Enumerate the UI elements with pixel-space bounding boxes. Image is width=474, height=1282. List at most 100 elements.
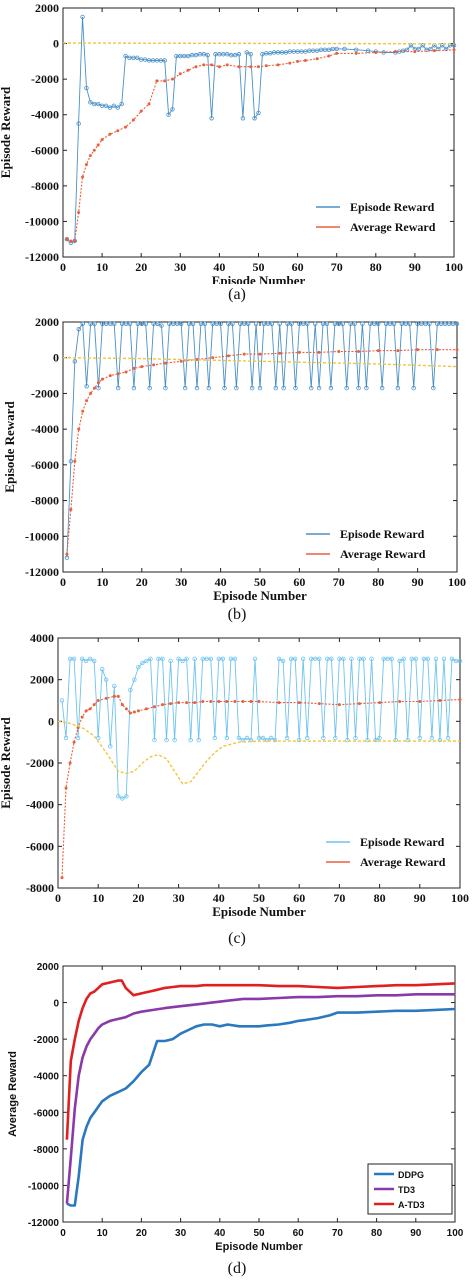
chart-panel-a: 0 10 20 30 40 50 60 70 80 90 100 -12000 -10000 -8000 -… — [0, 0, 474, 310]
y-tick-label: -8000 — [33, 1145, 59, 1156]
episode-reward-point — [108, 744, 113, 749]
x-tick-label: 90 — [409, 260, 421, 274]
episode-reward-point — [196, 737, 201, 743]
average-reward-point — [186, 68, 190, 72]
episode-reward-point — [59, 698, 65, 703]
episode-reward-point — [417, 735, 422, 741]
average-reward-point — [315, 57, 319, 61]
average-reward-point — [108, 374, 112, 378]
x-tick-label: 20 — [135, 260, 147, 274]
average-reward-point — [335, 51, 339, 55]
average-reward-point — [374, 50, 378, 54]
y-tick-label: 2000 — [35, 1, 59, 15]
episode-reward-point — [277, 321, 282, 326]
episode-reward-point — [260, 735, 266, 741]
y-tick-label: 2000 — [37, 962, 60, 973]
episode-reward-point — [155, 321, 160, 326]
episode-reward-point — [208, 656, 213, 662]
episode-reward-point — [281, 385, 286, 391]
x-tick-label: 70 — [333, 575, 345, 589]
caption-b: (b) — [227, 606, 247, 623]
episode-reward-point — [437, 737, 443, 743]
average-reward-point — [81, 175, 85, 179]
average-reward-point — [69, 239, 73, 243]
chart-d: 0 10 20 30 40 50 60 70 80 90 100 -12000 -10000 -8000 -… — [7, 962, 464, 1253]
average-reward-point — [435, 348, 439, 352]
average-reward-point — [297, 350, 301, 354]
episode-reward-point — [445, 735, 451, 741]
average-reward-point — [242, 352, 246, 356]
average-reward-point — [88, 707, 92, 711]
episode-reward-point — [64, 237, 70, 242]
x-tick-label: 70 — [331, 260, 343, 274]
average-reward-point — [393, 50, 397, 54]
episode-reward-point — [381, 50, 386, 55]
episode-reward-point — [276, 656, 282, 662]
episode-reward-point — [292, 656, 298, 662]
episode-reward-point — [313, 656, 318, 662]
episode-reward-point — [268, 735, 274, 741]
average-reward-point — [398, 700, 402, 704]
x-tick-label: 50 — [253, 1228, 265, 1239]
episode-reward-point — [329, 656, 334, 662]
average-reward-point — [163, 361, 167, 365]
episode-reward-point — [119, 101, 124, 107]
episode-reward-point — [180, 658, 185, 664]
episode-reward-point — [427, 321, 432, 326]
episode-reward-point — [421, 656, 427, 662]
episode-reward-point — [131, 385, 137, 391]
x-tick-label: 90 — [412, 575, 424, 589]
episode-reward-point — [112, 321, 117, 326]
episode-reward-point — [206, 385, 211, 391]
x-tick-label: 90 — [410, 1228, 422, 1239]
y-axis-label: Episode Reward — [0, 717, 13, 809]
episode-reward-point — [393, 737, 398, 743]
episode-reward-point — [413, 656, 418, 662]
reference-line — [62, 357, 458, 368]
episode-reward-point — [84, 384, 89, 389]
episode-reward-point — [236, 735, 242, 741]
average-reward-point — [237, 65, 241, 69]
episode-reward-point — [184, 656, 189, 662]
y-tick-label: -6000 — [31, 143, 59, 157]
legend-label: Episode Reward — [340, 527, 425, 541]
reference-line — [62, 42, 455, 45]
episode-reward-point — [401, 656, 406, 662]
y-tick-label: -12000 — [28, 1218, 60, 1229]
y-tick-label: -4000 — [26, 798, 54, 812]
episode-reward-point — [123, 53, 128, 59]
average-reward-point — [376, 349, 380, 353]
average-reward-point — [317, 702, 321, 706]
episode-reward-point — [449, 656, 455, 662]
episode-reward-point — [407, 321, 412, 326]
episode-reward-point — [124, 794, 129, 799]
x-tick-label: 40 — [214, 1228, 226, 1239]
average-reward-point — [296, 59, 300, 63]
episode-reward-point — [232, 52, 238, 58]
x-tick-label: 50 — [254, 575, 266, 589]
episode-reward-point — [160, 656, 165, 662]
y-tick-label: -10000 — [25, 214, 59, 228]
episode-reward-point — [224, 735, 230, 741]
episode-reward-point — [116, 794, 121, 799]
average-reward-point — [144, 707, 148, 711]
x-axis-label: Episode Number — [212, 904, 306, 919]
average-reward-point — [432, 49, 436, 53]
episode-reward-point — [425, 656, 431, 662]
x-tick-label: 70 — [332, 1228, 344, 1239]
y-tick-label: -2000 — [31, 72, 59, 86]
episode-reward-point — [369, 656, 374, 662]
episode-reward-point — [72, 359, 78, 364]
episode-reward-point — [364, 385, 369, 391]
episode-reward-point — [111, 103, 117, 109]
average-reward-point — [278, 351, 282, 355]
episode-reward-point — [305, 321, 310, 326]
y-tick-label: -2000 — [26, 756, 54, 770]
episode-reward-line — [61, 658, 460, 799]
chart-a: 0 10 20 30 40 50 60 70 80 90 100 -12000 -10000 -8000 -… — [0, 1, 463, 288]
average-reward-point — [169, 702, 173, 706]
average-reward-point — [77, 211, 81, 215]
average-reward-point — [276, 63, 280, 67]
legend-label: Average Reward — [350, 220, 436, 234]
episode-reward-point — [68, 459, 74, 464]
